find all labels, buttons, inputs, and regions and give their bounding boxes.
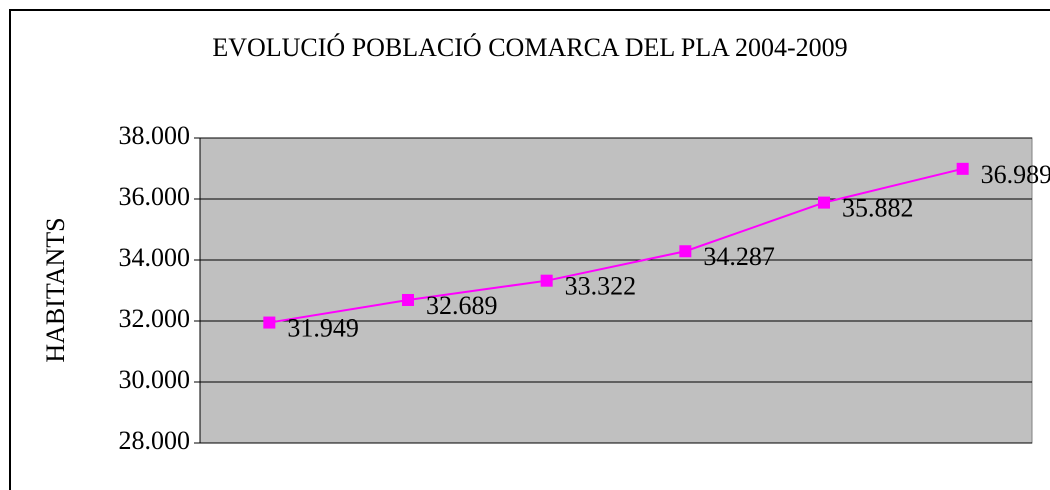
data-label: 35.882 — [842, 194, 914, 223]
y-tick-label: 28.000 — [119, 426, 191, 455]
data-point — [956, 162, 969, 175]
y-tick-label: 38.000 — [119, 121, 191, 150]
data-point — [263, 316, 276, 329]
y-tick-label: 30.000 — [119, 365, 191, 394]
y-tick-label: 34.000 — [119, 243, 191, 272]
y-tick-label: 32.000 — [119, 304, 191, 333]
data-point — [679, 245, 692, 258]
data-line — [269, 167, 963, 324]
data-label: 36.989 — [981, 160, 1050, 189]
data-label: 33.322 — [565, 272, 637, 301]
data-label: 31.949 — [287, 314, 359, 343]
data-point — [540, 274, 553, 287]
plot-area — [199, 137, 1033, 444]
chart-title: EVOLUCIÓ POBLACIÓ COMARCA DEL PLA 2004-2… — [212, 33, 847, 62]
y-axis-label: HABITANTS — [41, 217, 70, 362]
data-point — [818, 196, 830, 209]
data-label: 32.689 — [426, 291, 498, 320]
y-tick-label: 36.000 — [119, 182, 191, 211]
data-point — [402, 293, 414, 306]
data-label: 34.287 — [703, 242, 775, 271]
